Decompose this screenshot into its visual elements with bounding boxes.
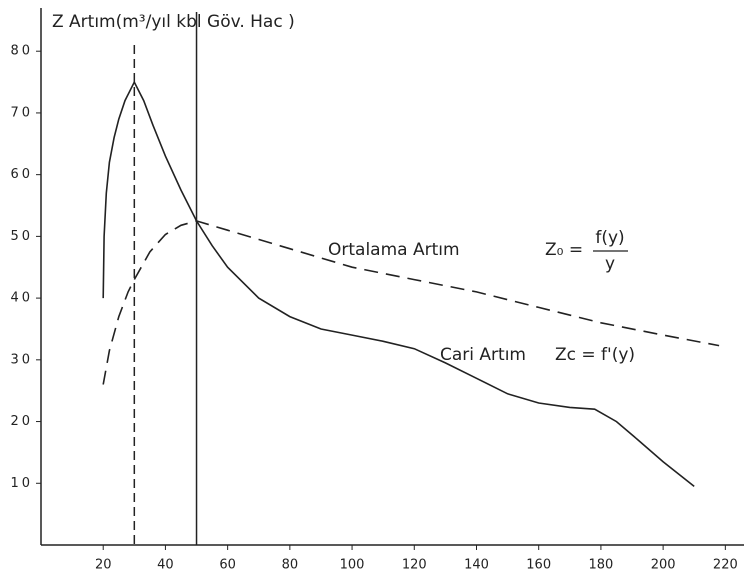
y-tick-label: 30 — [10, 352, 33, 367]
x-tick-label: 160 — [526, 558, 551, 573]
line-series — [102, 80, 695, 488]
series-label: Ortalama Artım — [328, 240, 460, 260]
chart-title: Z Artım(m³/yıl kbl Göv. Hac ) — [52, 12, 295, 32]
y-tick-label: 40 — [10, 291, 33, 306]
formula-numerator: f(y) — [595, 228, 624, 248]
y-tick-label: 80 — [10, 44, 33, 59]
y-tick-label: 10 — [10, 476, 33, 491]
x-tick-label: 40 — [157, 558, 174, 573]
x-tick-label: 80 — [282, 558, 299, 573]
x-tick-label: 100 — [340, 558, 365, 573]
x-tick-label: 120 — [402, 558, 427, 573]
y-tick-label: 50 — [10, 229, 33, 244]
y-tick-label: 20 — [10, 414, 33, 429]
y-tick-label: 60 — [10, 167, 33, 182]
line-series — [102, 220, 720, 385]
x-tick-label: 60 — [219, 558, 236, 573]
x-tick-label: 220 — [713, 558, 738, 573]
x-tick-label: 20 — [95, 558, 112, 573]
series-formula: Zc = f'(y) — [555, 345, 635, 365]
series-formula: Z₀ = — [545, 240, 583, 260]
x-tick-label: 200 — [651, 558, 676, 573]
y-tick-label: 70 — [10, 105, 33, 120]
x-tick-label: 140 — [464, 558, 489, 573]
series-label: Cari Artım — [440, 345, 526, 365]
x-tick-label: 180 — [588, 558, 613, 573]
formula-denominator: y — [605, 254, 615, 274]
